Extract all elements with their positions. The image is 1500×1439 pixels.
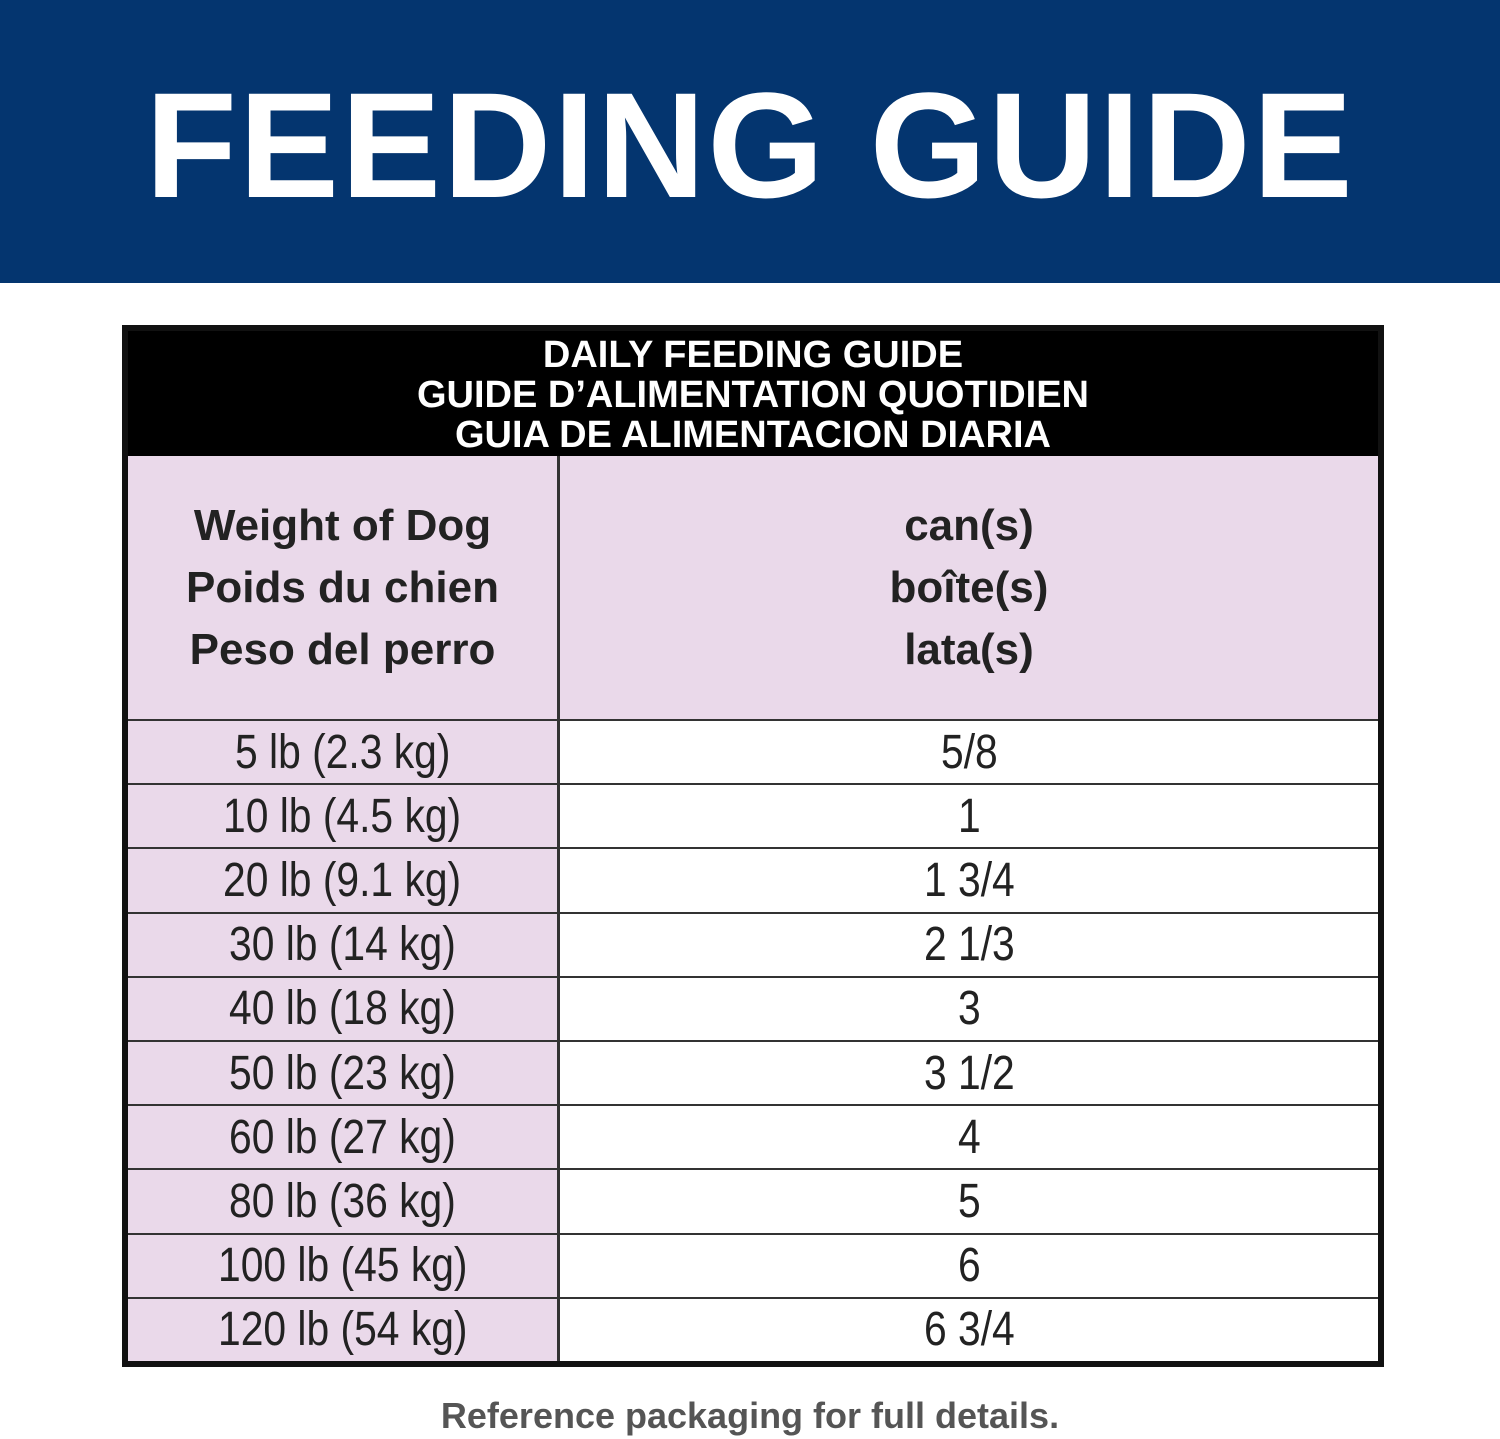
table-cell: 50 lb (23 kg) [128, 1040, 560, 1105]
banner: FEEDING GUIDE [0, 0, 1500, 283]
cell-text: 4 [957, 1110, 981, 1164]
cell-text: 3 [957, 982, 981, 1036]
cell-text: 50 lb (23 kg) [229, 1046, 456, 1100]
table-cell: 5/8 [560, 719, 1378, 783]
footer-note: Reference packaging for full details. [440, 1395, 1060, 1436]
table-cell: 3 [560, 975, 1378, 1040]
header-cell: can(s) boîte(s) lata(s) [560, 456, 1378, 719]
table-cell: 1 [560, 783, 1378, 847]
header-line: lata(s) [904, 624, 1034, 674]
table-cell: 5 [560, 1168, 1378, 1232]
cell-text: 10 lb (4.5 kg) [223, 789, 462, 843]
table-cell: 3 1/2 [560, 1040, 1378, 1104]
table-cell: 6 [560, 1232, 1378, 1297]
table-cell: 2 1/3 [560, 911, 1378, 976]
table-cell: 1 3/4 [560, 847, 1378, 911]
table-cell: 60 lb (27 kg) [128, 1104, 560, 1169]
header-line: can(s) [904, 500, 1034, 550]
caption-line: GUIA DE ALIMENTACION DIARIA [454, 414, 1051, 456]
table-cell: 10 lb (4.5 kg) [128, 783, 560, 848]
banner-title: FEEDING GUIDE [145, 61, 1355, 229]
cell-text: 5 lb (2.3 kg) [234, 725, 451, 779]
cell-text: 1 [957, 789, 981, 843]
header-line: Poids du chien [186, 562, 499, 612]
header-line: Weight of Dog [193, 500, 492, 550]
table-cell: 40 lb (18 kg) [128, 975, 560, 1040]
cell-text: 120 lb (54 kg) [217, 1303, 468, 1357]
table-cell: 30 lb (14 kg) [128, 911, 560, 976]
cell-text: 20 lb (9.1 kg) [223, 853, 462, 907]
cell-text: 6 3/4 [923, 1303, 1015, 1357]
table-cell: 80 lb (36 kg) [128, 1168, 560, 1233]
cell-text: 30 lb (14 kg) [229, 918, 456, 972]
header-cell: Weight of Dog Poids du chien Peso del perr… [128, 456, 560, 719]
header-line: boîte(s) [889, 562, 1049, 612]
cell-text: 6 [957, 1239, 981, 1293]
table-cell: 100 lb (45 kg) [128, 1232, 560, 1297]
table-cell: 20 lb (9.1 kg) [128, 847, 560, 912]
header-line: Peso del perro [189, 624, 496, 674]
table-caption: DAILY FEEDING GUIDE GUIDE D’ALIMENTATION … [128, 331, 1378, 456]
cell-text: 2 1/3 [923, 918, 1015, 972]
cell-text: 1 3/4 [923, 853, 1015, 907]
table-cell: 4 [560, 1104, 1378, 1168]
cell-text: 40 lb (18 kg) [229, 982, 456, 1036]
cell-text: 100 lb (45 kg) [217, 1239, 468, 1293]
table-cell: 120 lb (54 kg) [128, 1296, 560, 1361]
table-cell: 5 lb (2.3 kg) [128, 719, 560, 784]
caption-line: DAILY FEEDING GUIDE [542, 334, 964, 376]
cell-text: 60 lb (27 kg) [229, 1110, 456, 1164]
cell-text: 5/8 [940, 725, 998, 779]
caption-line: GUIDE D’ALIMENTATION QUOTIDIEN [416, 374, 1089, 416]
feeding-table: DAILY FEEDING GUIDE GUIDE D’ALIMENTATION … [122, 325, 1384, 1367]
table-cell: 6 3/4 [560, 1296, 1378, 1361]
cell-text: 80 lb (36 kg) [229, 1174, 456, 1228]
cell-text: 5 [957, 1174, 981, 1228]
cell-text: 3 1/2 [923, 1046, 1015, 1100]
